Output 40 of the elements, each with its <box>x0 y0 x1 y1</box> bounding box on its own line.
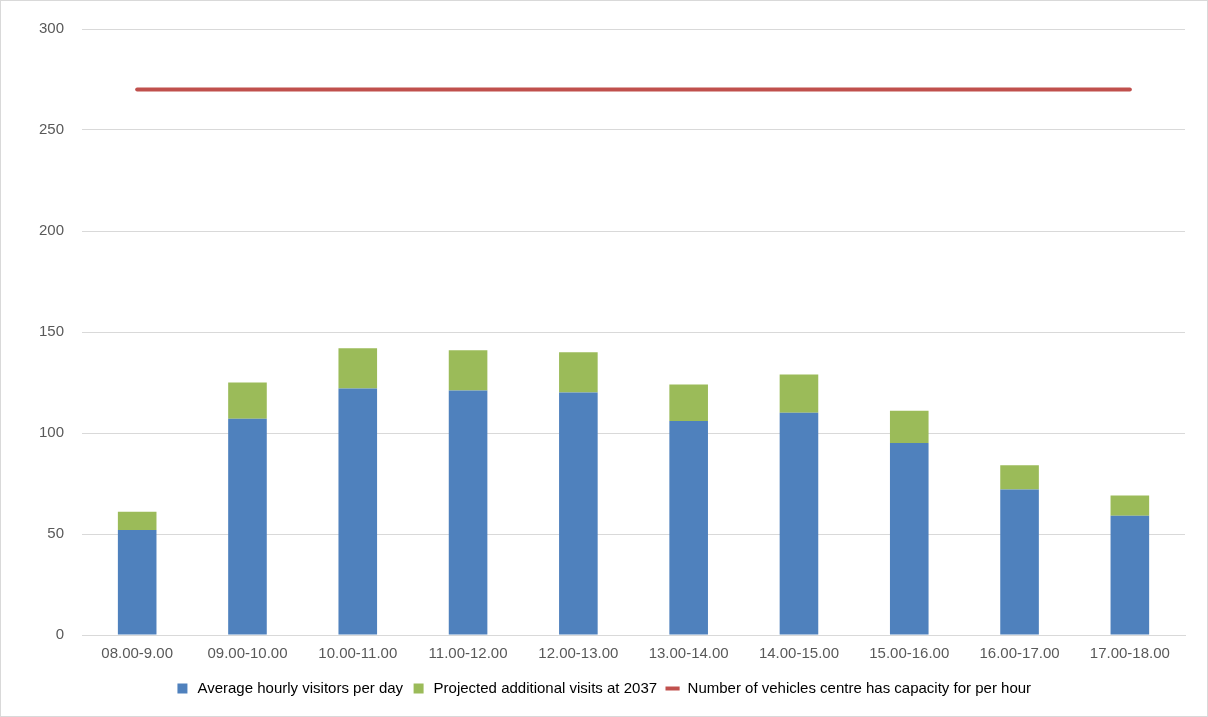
y-tick-label: 150 <box>39 322 65 340</box>
bar <box>338 348 378 389</box>
x-tick-label: 10.00-11.00 <box>318 644 398 662</box>
bar <box>779 374 819 413</box>
bar <box>779 412 819 635</box>
y-tick-label: 250 <box>39 120 65 138</box>
bar <box>338 388 378 635</box>
bar <box>448 390 488 635</box>
x-tick-label: 15.00-16.00 <box>869 644 950 662</box>
y-tick-label: 0 <box>55 625 65 643</box>
x-tick-label: 12.00-13.00 <box>538 644 619 662</box>
x-tick-label: 14.00-15.00 <box>758 644 839 662</box>
y-tick-label: 300 <box>39 19 65 37</box>
bar <box>559 392 598 635</box>
bar <box>117 511 157 530</box>
bar <box>228 418 267 635</box>
x-tick-label: 11.00-12.00 <box>428 644 508 662</box>
x-tick-label: 16.00-17.00 <box>979 644 1060 662</box>
legend-label: Number of vehicles centre has capacity for per hour <box>687 678 1032 696</box>
bar <box>228 382 267 419</box>
bar <box>1000 489 1039 635</box>
bar <box>669 420 708 635</box>
bar <box>559 352 598 393</box>
legend-label: Average hourly visitors per day <box>197 678 404 696</box>
bar <box>1110 515 1150 635</box>
x-tick-label: 17.00-18.00 <box>1089 644 1170 662</box>
legend-label: Projected additional visits at 2037 <box>433 678 658 696</box>
bar <box>669 384 708 421</box>
bar <box>889 410 929 444</box>
x-tick-label: 09.00-10.00 <box>207 644 288 662</box>
x-tick-label: 08.00-9.00 <box>101 644 174 662</box>
y-tick-label: 200 <box>39 221 65 239</box>
bar <box>1110 495 1150 516</box>
x-tick-label: 13.00-14.00 <box>648 644 729 662</box>
bar <box>117 529 157 635</box>
bar <box>448 350 488 391</box>
bar <box>1000 465 1039 490</box>
y-tick-label: 50 <box>47 524 65 542</box>
y-tick-label: 100 <box>39 423 65 441</box>
bar <box>889 443 929 635</box>
